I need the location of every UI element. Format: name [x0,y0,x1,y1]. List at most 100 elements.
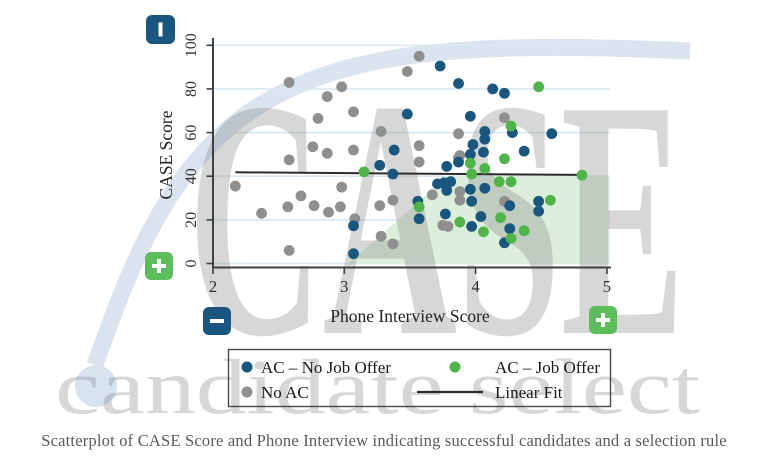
data-point-ac_no_offer [464,183,476,195]
y-tick-label: 20 [183,212,200,228]
data-point-no_ac [336,181,348,193]
data-point-ac_no_offer [478,146,489,158]
data-point-no_ac [454,186,466,197]
data-point-ac_offer [505,233,517,244]
data-point-ac_no_offer [445,176,457,188]
axes: 0 20 40 60 80 100 2 3 4 5 CASE Score Phone Interv… [156,33,611,326]
data-point-ac_offer [576,169,588,181]
data-point-ac_no_offer [504,200,516,212]
legend-marker-no-ac [241,386,253,398]
data-point-no_ac [374,200,386,212]
data-point-no_ac [387,194,399,206]
data-point-ac_offer [464,157,476,169]
data-point-ac_no_offer [499,87,510,99]
data-point-no_ac [312,112,324,124]
axis-direction-buttons [145,15,617,335]
data-point-no_ac [348,106,359,118]
watermark-brand-text: CASE [188,30,685,407]
data-point-ac_offer [478,226,489,238]
data-point-ac_no_offer [441,161,453,172]
data-point-ac_no_offer [453,156,464,168]
legend-box [227,348,612,408]
data-point-ac_no_offer [487,83,499,95]
data-point-ac_no_offer [434,60,446,72]
x-tick-label: 5 [603,277,611,296]
data-point-ac_offer [493,176,505,188]
data-point-no_ac [499,112,510,124]
data-point-no_ac [413,156,425,168]
x-tick-label: 4 [471,277,479,296]
y-tick-label: 60 [183,125,200,141]
data-point-no_ac [375,126,387,137]
legend-label-linear-fit: Linear Fit [495,383,563,402]
x-tick-label: 3 [340,277,348,296]
data-point-no_ac [256,207,267,219]
figure-caption: Scatterplot of CASE Score and Phone Inte… [41,431,727,450]
data-point-ac_no_offer [504,223,516,234]
data-point-ac_no_offer [533,205,545,217]
data-point-no_ac [413,140,425,152]
data-point-ac_offer [479,163,491,174]
data-point-no_ac [321,91,333,102]
x-axis-positive-button[interactable] [589,306,617,334]
x-axis-title: Phone Interview Score [330,306,490,326]
data-point-no_ac [321,147,333,159]
y-axis-negative-button[interactable] [146,15,175,44]
data-point-ac_no_offer [533,195,545,207]
data-point-ac_no_offer [464,110,476,122]
y-tick-label: 80 [183,81,200,97]
data-point-ac_no_offer [413,213,425,225]
data-point-ac_no_offer [546,128,558,140]
tick-marks [206,44,608,274]
legend-marker-ac-offer [449,361,461,373]
legend: AC – No Job Offer AC – Job Offer No AC L… [227,348,612,408]
data-point-ac_no_offer [348,220,359,232]
legend-label-no-ac: No AC [261,383,309,402]
x-tick-label: 2 [209,277,217,296]
data-point-no_ac [336,81,348,93]
brand-background [75,38,691,407]
data-point-ac_no_offer [374,159,386,171]
x-axis-negative-button[interactable] [203,307,231,335]
data-point-no_ac [295,190,307,202]
data-point-ac_offer [466,168,478,180]
data-point-ac_offer [499,153,510,165]
data-point-ac_no_offer [479,126,491,137]
data-point-ac_no_offer [467,139,479,150]
linear-fit-line [235,171,582,176]
legend-label-ac-offer: AC – Job Offer [495,358,600,377]
data-point-ac_offer [518,225,530,237]
data-point-no_ac [348,144,359,156]
data-point-no_ac [426,189,438,201]
y-axis-title: CASE Score [156,110,176,199]
data-point-no_ac [308,200,320,212]
data-point-ac_no_offer [479,182,491,194]
y-axis-positive-button[interactable] [145,252,173,280]
data-point-no_ac [229,180,241,192]
tick-labels: 0 20 40 60 80 100 2 3 4 5 [183,33,611,296]
data-point-ac_no_offer [518,145,530,157]
data-point-no_ac [323,206,334,218]
data-point-no_ac [283,76,295,88]
data-point-ac_no_offer [441,185,453,196]
legend-label-ac-no-offer: AC – No Job Offer [261,358,391,377]
data-point-no_ac [453,128,464,140]
data-point-ac_offer [545,194,556,206]
data-point-ac_no_offer [388,144,400,156]
y-tick-label: 40 [183,168,200,184]
data-point-ac_offer [533,81,545,93]
data-point-ac_offer [505,120,517,132]
data-point-ac_no_offer [466,221,478,232]
data-point-no_ac [387,238,399,250]
data-point-ac_no_offer [464,149,476,160]
data-point-ac_no_offer [387,168,399,180]
data-point-ac_offer [454,216,466,228]
data-point-ac_no_offer [440,208,451,220]
data-point-no_ac [282,201,294,213]
data-point-ac_no_offer [401,108,413,120]
data-point-no_ac [283,154,295,166]
swoosh-decoration [86,38,691,368]
data-point-ac_offer [495,212,506,224]
data-point-ac_offer [505,176,517,188]
